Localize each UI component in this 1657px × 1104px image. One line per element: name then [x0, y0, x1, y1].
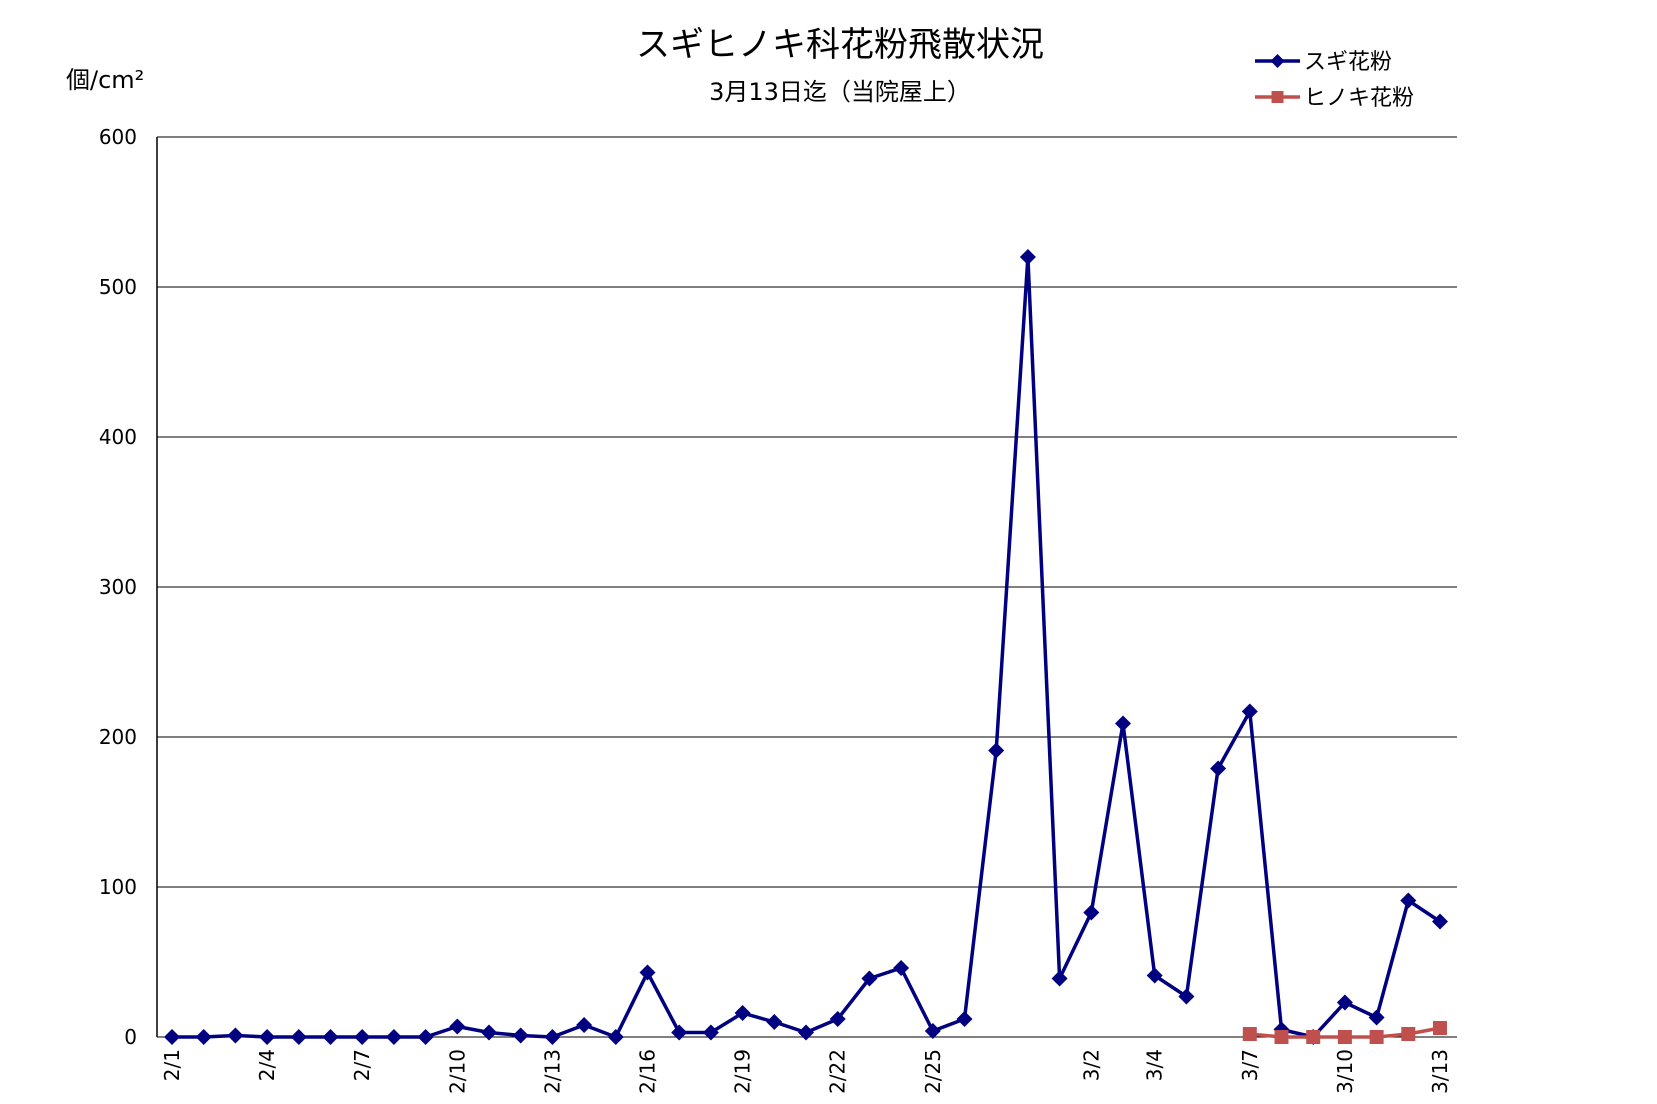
data-point — [1241, 703, 1258, 720]
data-point — [449, 1018, 466, 1035]
legend-item: スギ花粉 — [1255, 50, 1392, 75]
x-tick-label: 2/13 — [540, 1049, 564, 1094]
y-tick-label: 400 — [99, 425, 137, 449]
x-tick-label: 2/1 — [160, 1049, 184, 1081]
data-point — [227, 1027, 244, 1044]
data-point — [1274, 1030, 1289, 1044]
data-point — [259, 1029, 276, 1045]
data-point — [1083, 904, 1100, 921]
x-tick-label: 3/4 — [1143, 1049, 1167, 1081]
data-point — [576, 1017, 593, 1033]
data-point — [417, 1029, 434, 1045]
y-tick-label: 100 — [99, 875, 137, 899]
legend-swatch-marker — [1271, 91, 1284, 103]
data-point — [1400, 892, 1417, 909]
data-point — [798, 1024, 814, 1041]
data-point — [702, 1024, 719, 1041]
data-point — [1368, 1009, 1385, 1026]
data-point — [322, 1029, 339, 1045]
x-tick-label: 3/2 — [1079, 1049, 1103, 1081]
legend-item: ヒノキ花粉 — [1255, 86, 1414, 111]
data-point — [1178, 988, 1195, 1005]
data-point — [1210, 760, 1227, 777]
data-point — [164, 1029, 180, 1045]
chart-title: スギヒノキ科花粉飛散状況 — [636, 25, 1044, 65]
data-point — [607, 1029, 624, 1045]
data-point — [1432, 913, 1448, 930]
data-point — [1051, 970, 1068, 987]
series-layer — [164, 249, 1448, 1045]
data-point — [1146, 967, 1163, 984]
data-point — [639, 964, 656, 981]
legend-swatch-marker — [1270, 54, 1285, 68]
data-point — [1369, 1030, 1384, 1044]
data-point — [861, 970, 878, 987]
data-point — [924, 1023, 941, 1039]
data-point — [829, 1011, 846, 1027]
data-point — [734, 1005, 751, 1021]
series-line — [172, 255, 1441, 1039]
x-tick-label: 2/19 — [731, 1049, 755, 1094]
x-tick-label: 2/4 — [255, 1049, 279, 1081]
data-point — [385, 1029, 402, 1045]
data-point — [1401, 1027, 1416, 1041]
data-point — [1115, 715, 1131, 732]
chart-subtitle: 3月13日迄（当院屋上） — [709, 78, 971, 106]
x-tick-label: 3/10 — [1333, 1049, 1357, 1094]
data-point — [290, 1029, 307, 1045]
x-tick-label: 2/16 — [636, 1049, 660, 1094]
data-point — [671, 1024, 688, 1041]
x-tick-label: 2/22 — [826, 1049, 850, 1094]
x-tick-label: 3/7 — [1238, 1049, 1262, 1081]
legend-label: ヒノキ花粉 — [1304, 86, 1414, 111]
data-point — [1306, 1030, 1321, 1044]
y-tick-label: 600 — [99, 125, 137, 149]
data-point — [354, 1029, 371, 1045]
y-tick-label: 300 — [99, 575, 137, 599]
series-2 — [1242, 1021, 1447, 1044]
y-axis-ticks: 0 100 200 300 400 500 600 — [99, 125, 137, 1049]
data-point — [988, 742, 1005, 759]
x-tick-label: 2/7 — [350, 1049, 374, 1081]
x-tick-label: 2/25 — [921, 1049, 945, 1094]
data-point — [1242, 1027, 1257, 1041]
data-point — [1433, 1021, 1447, 1035]
x-tick-label: 3/13 — [1428, 1049, 1452, 1094]
legend-label: スギ花粉 — [1304, 50, 1392, 75]
x-axis-ticks: 2/1 2/4 2/7 2/10 2/13 2/16 2/19 2/22 2/25 3/2 3/4 3… — [160, 1049, 1452, 1094]
y-tick-label: 500 — [99, 275, 137, 299]
data-point — [512, 1027, 529, 1044]
data-point — [766, 1014, 783, 1030]
data-point — [1019, 249, 1036, 265]
data-point — [195, 1029, 212, 1045]
y-tick-label: 200 — [99, 725, 137, 749]
data-point — [956, 1011, 973, 1027]
data-point — [544, 1029, 561, 1045]
y-axis-unit: 個/cm² — [66, 66, 144, 94]
data-point — [1337, 1030, 1352, 1044]
y-tick-label: 0 — [124, 1025, 137, 1049]
data-point — [481, 1024, 497, 1041]
data-point — [1336, 994, 1353, 1011]
x-tick-label: 2/10 — [445, 1049, 469, 1094]
grid-lines — [157, 136, 1457, 1038]
series-1 — [164, 249, 1448, 1045]
data-point — [893, 960, 910, 976]
